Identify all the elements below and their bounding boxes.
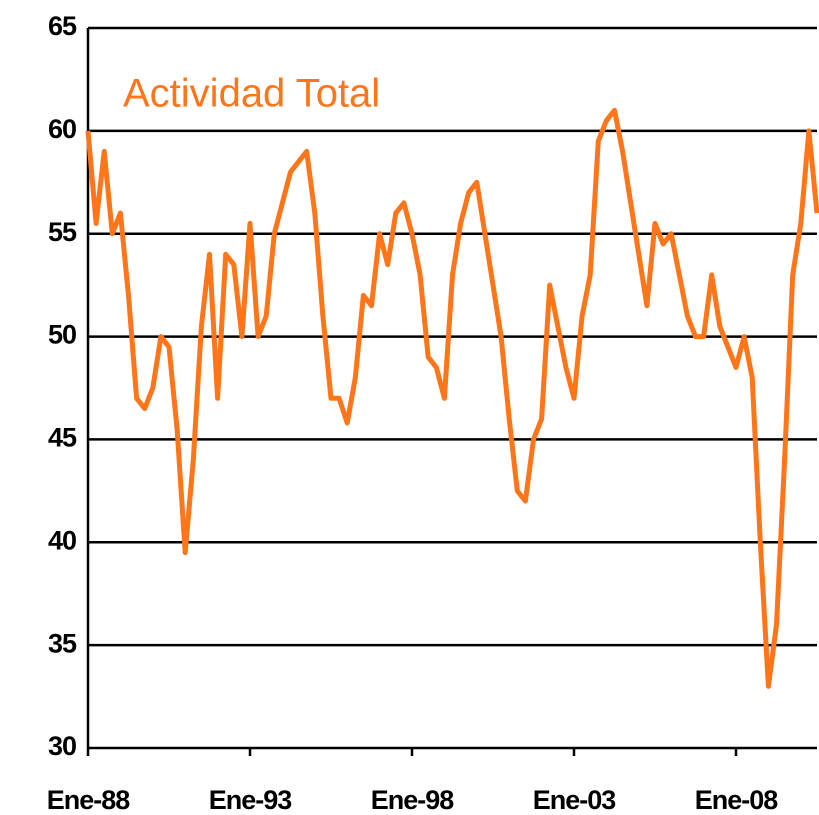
y-tick-label: 40 bbox=[48, 525, 76, 555]
y-tick-label: 45 bbox=[48, 423, 77, 453]
y-tick-label: 50 bbox=[48, 320, 76, 350]
chart-title: Actividad Total bbox=[123, 72, 380, 116]
y-tick-label: 60 bbox=[48, 114, 76, 144]
x-tick-label: Ene-08 bbox=[695, 785, 779, 815]
y-tick-label: 55 bbox=[48, 217, 77, 247]
data-line bbox=[85, 107, 819, 689]
y-tick-label: 30 bbox=[48, 731, 76, 761]
x-tick-label: Ene-98 bbox=[371, 785, 455, 815]
y-tick-label: 35 bbox=[48, 628, 77, 658]
x-tick-label: Ene-93 bbox=[209, 785, 293, 815]
x-tick-label: Ene-88 bbox=[47, 785, 131, 815]
x-tick-label: Ene-03 bbox=[533, 785, 617, 815]
y-tick-label: 65 bbox=[48, 11, 77, 41]
